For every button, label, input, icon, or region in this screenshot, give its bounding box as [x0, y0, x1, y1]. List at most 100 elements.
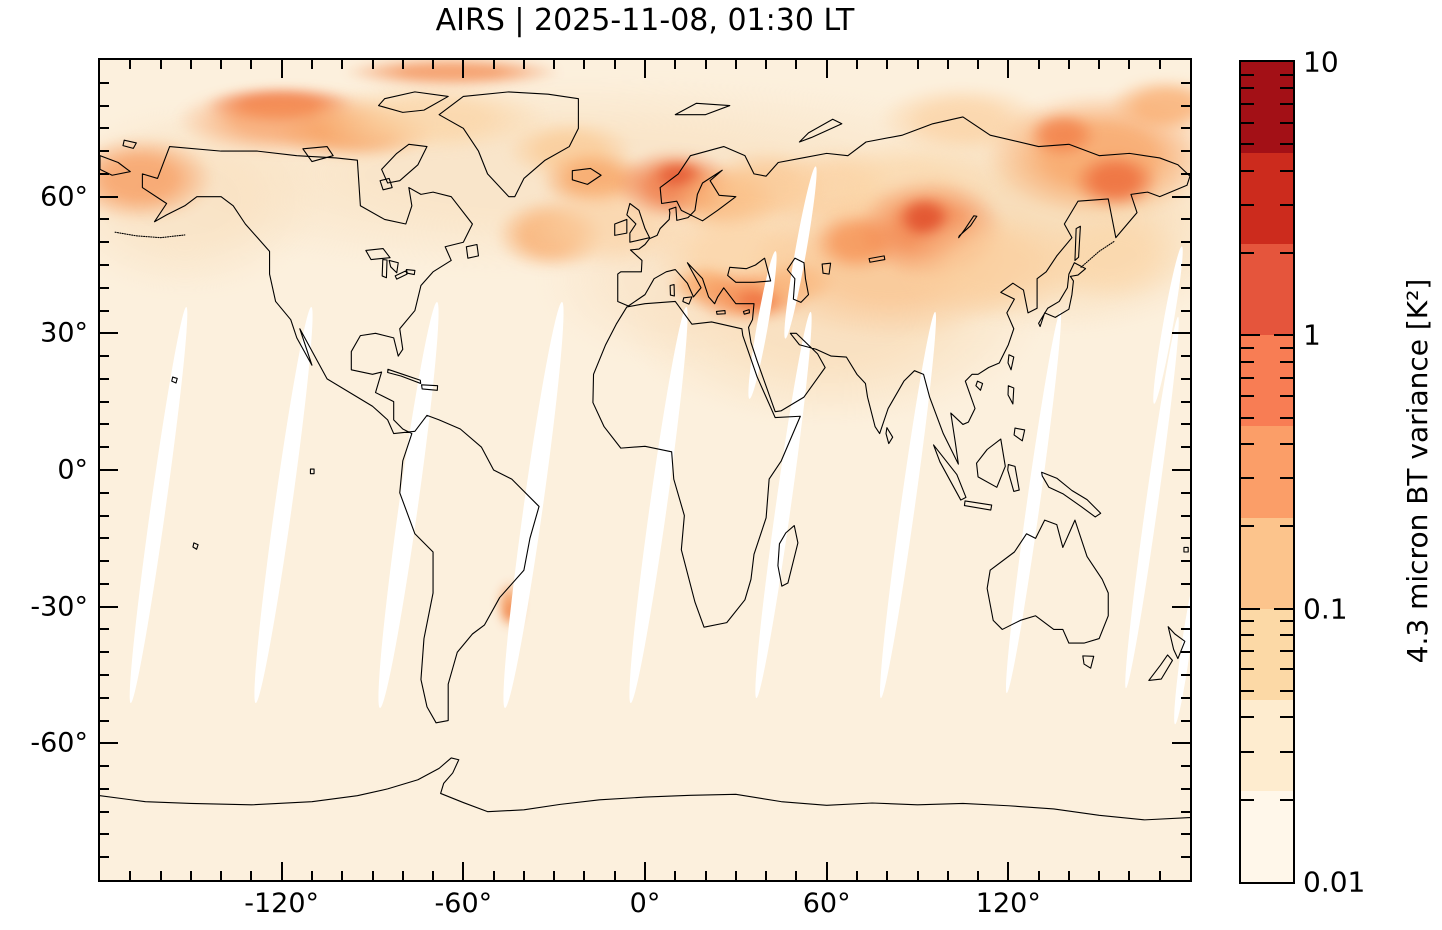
x-minor-tick	[855, 60, 858, 69]
y-minor-tick	[1181, 172, 1190, 175]
y-minor-tick	[100, 150, 109, 153]
colorbar-major-tick	[1274, 334, 1293, 337]
y-minor-tick	[1181, 286, 1190, 289]
x-minor-tick	[553, 60, 556, 69]
colorbar-minor-tick	[1280, 443, 1293, 446]
coastline-island-chains	[115, 232, 1114, 267]
hotspot-yakutia-core	[1027, 111, 1097, 157]
x-minor-tick	[734, 60, 737, 69]
x-minor-tick	[916, 60, 919, 69]
y-minor-tick	[100, 218, 109, 221]
coastline-svg	[100, 60, 1190, 880]
x-minor-tick	[674, 60, 677, 69]
y-minor-tick	[1181, 150, 1190, 153]
y-minor-tick	[100, 810, 109, 813]
x-major-tick	[825, 60, 828, 78]
x-minor-tick	[916, 871, 919, 880]
x-minor-tick	[432, 871, 435, 880]
x-tick-label: 120°	[975, 888, 1041, 919]
y-minor-tick	[1181, 560, 1190, 563]
x-minor-tick	[795, 871, 798, 880]
colorbar-band	[1241, 699, 1293, 792]
x-minor-tick	[704, 60, 707, 69]
colorbar-minor-tick	[1280, 477, 1293, 480]
chart-title: AIRS | 2025-11-08, 01:30 LT	[435, 3, 855, 38]
colorbar-minor-tick	[1241, 121, 1254, 124]
x-minor-tick	[1098, 871, 1101, 880]
hotspot-sea-of-okhotsk	[1037, 208, 1187, 304]
y-minor-tick	[100, 719, 109, 722]
colorbar-tick-label: 0.1	[1303, 592, 1348, 626]
x-minor-tick	[1037, 871, 1040, 880]
y-minor-tick	[1181, 696, 1190, 699]
y-minor-tick	[100, 491, 109, 494]
colorbar-minor-tick	[1241, 203, 1254, 206]
y-minor-tick	[1181, 241, 1190, 244]
colorbar-band	[1241, 790, 1293, 882]
x-minor-tick	[1037, 60, 1040, 69]
x-minor-tick	[432, 60, 435, 69]
x-minor-tick	[553, 871, 556, 880]
colorbar-minor-tick	[1280, 143, 1293, 146]
y-minor-tick	[1181, 423, 1190, 426]
coastline-east-asia-islands	[976, 226, 1086, 441]
y-major-tick	[100, 605, 118, 608]
y-minor-tick	[1181, 446, 1190, 449]
colorbar-minor-tick	[1280, 650, 1293, 652]
x-minor-tick	[341, 60, 344, 69]
x-minor-tick	[401, 60, 404, 69]
x-minor-tick	[613, 60, 616, 69]
colorbar-minor-tick	[1280, 252, 1293, 255]
colorbar-tick-label: 1	[1303, 318, 1321, 352]
y-minor-tick	[100, 674, 109, 676]
x-minor-tick	[220, 871, 223, 880]
x-minor-tick	[159, 871, 162, 880]
y-minor-tick	[100, 264, 109, 266]
colorbar-minor-tick	[1241, 360, 1254, 363]
colorbar-minor-tick	[1280, 203, 1293, 206]
hotspot-arctic-edge-streak	[342, 60, 562, 87]
colorbar-minor-tick	[1280, 716, 1293, 719]
x-minor-tick	[1098, 60, 1101, 69]
y-minor-tick	[1181, 377, 1190, 380]
colorbar-minor-tick	[1280, 376, 1293, 379]
colorbar-minor-tick	[1280, 798, 1293, 801]
coastline-great-lakes	[366, 249, 415, 280]
y-major-tick	[100, 332, 118, 335]
colorbar-major-tick	[1274, 607, 1293, 610]
hotspot-northeast-siberia-core	[1072, 152, 1158, 208]
y-minor-tick	[100, 628, 109, 631]
colorbar-minor-tick	[1280, 360, 1293, 363]
x-minor-tick	[371, 60, 374, 69]
colorbar-minor-tick	[1241, 798, 1254, 801]
colorbar-minor-tick	[1241, 689, 1254, 692]
x-minor-tick	[674, 871, 677, 880]
y-minor-tick	[1181, 491, 1190, 494]
y-minor-tick	[100, 81, 109, 84]
y-minor-tick	[100, 377, 109, 380]
x-minor-tick	[704, 871, 707, 880]
colorbar-minor-tick	[1241, 103, 1254, 106]
coastline-arctic-islands	[100, 92, 478, 258]
colorbar-band	[1241, 244, 1293, 336]
y-minor-tick	[100, 856, 109, 859]
y-minor-tick	[1181, 264, 1190, 266]
x-minor-tick	[492, 60, 495, 69]
y-minor-tick	[1181, 674, 1190, 676]
y-minor-tick	[1181, 218, 1190, 221]
x-minor-tick	[886, 871, 889, 880]
y-minor-tick	[100, 765, 109, 768]
x-minor-tick	[946, 60, 949, 69]
x-minor-tick	[189, 60, 192, 69]
y-minor-tick	[1181, 104, 1190, 107]
y-minor-tick	[100, 355, 109, 358]
x-minor-tick	[129, 871, 132, 880]
colorbar-minor-tick	[1241, 525, 1254, 528]
x-minor-tick	[1128, 60, 1131, 69]
x-major-tick	[644, 862, 646, 880]
coastline-africa	[593, 301, 893, 627]
y-major-tick	[1172, 605, 1190, 608]
colorbar-minor-tick	[1280, 689, 1293, 692]
colorbar-minor-tick	[1241, 477, 1254, 480]
y-minor-tick	[100, 582, 109, 585]
